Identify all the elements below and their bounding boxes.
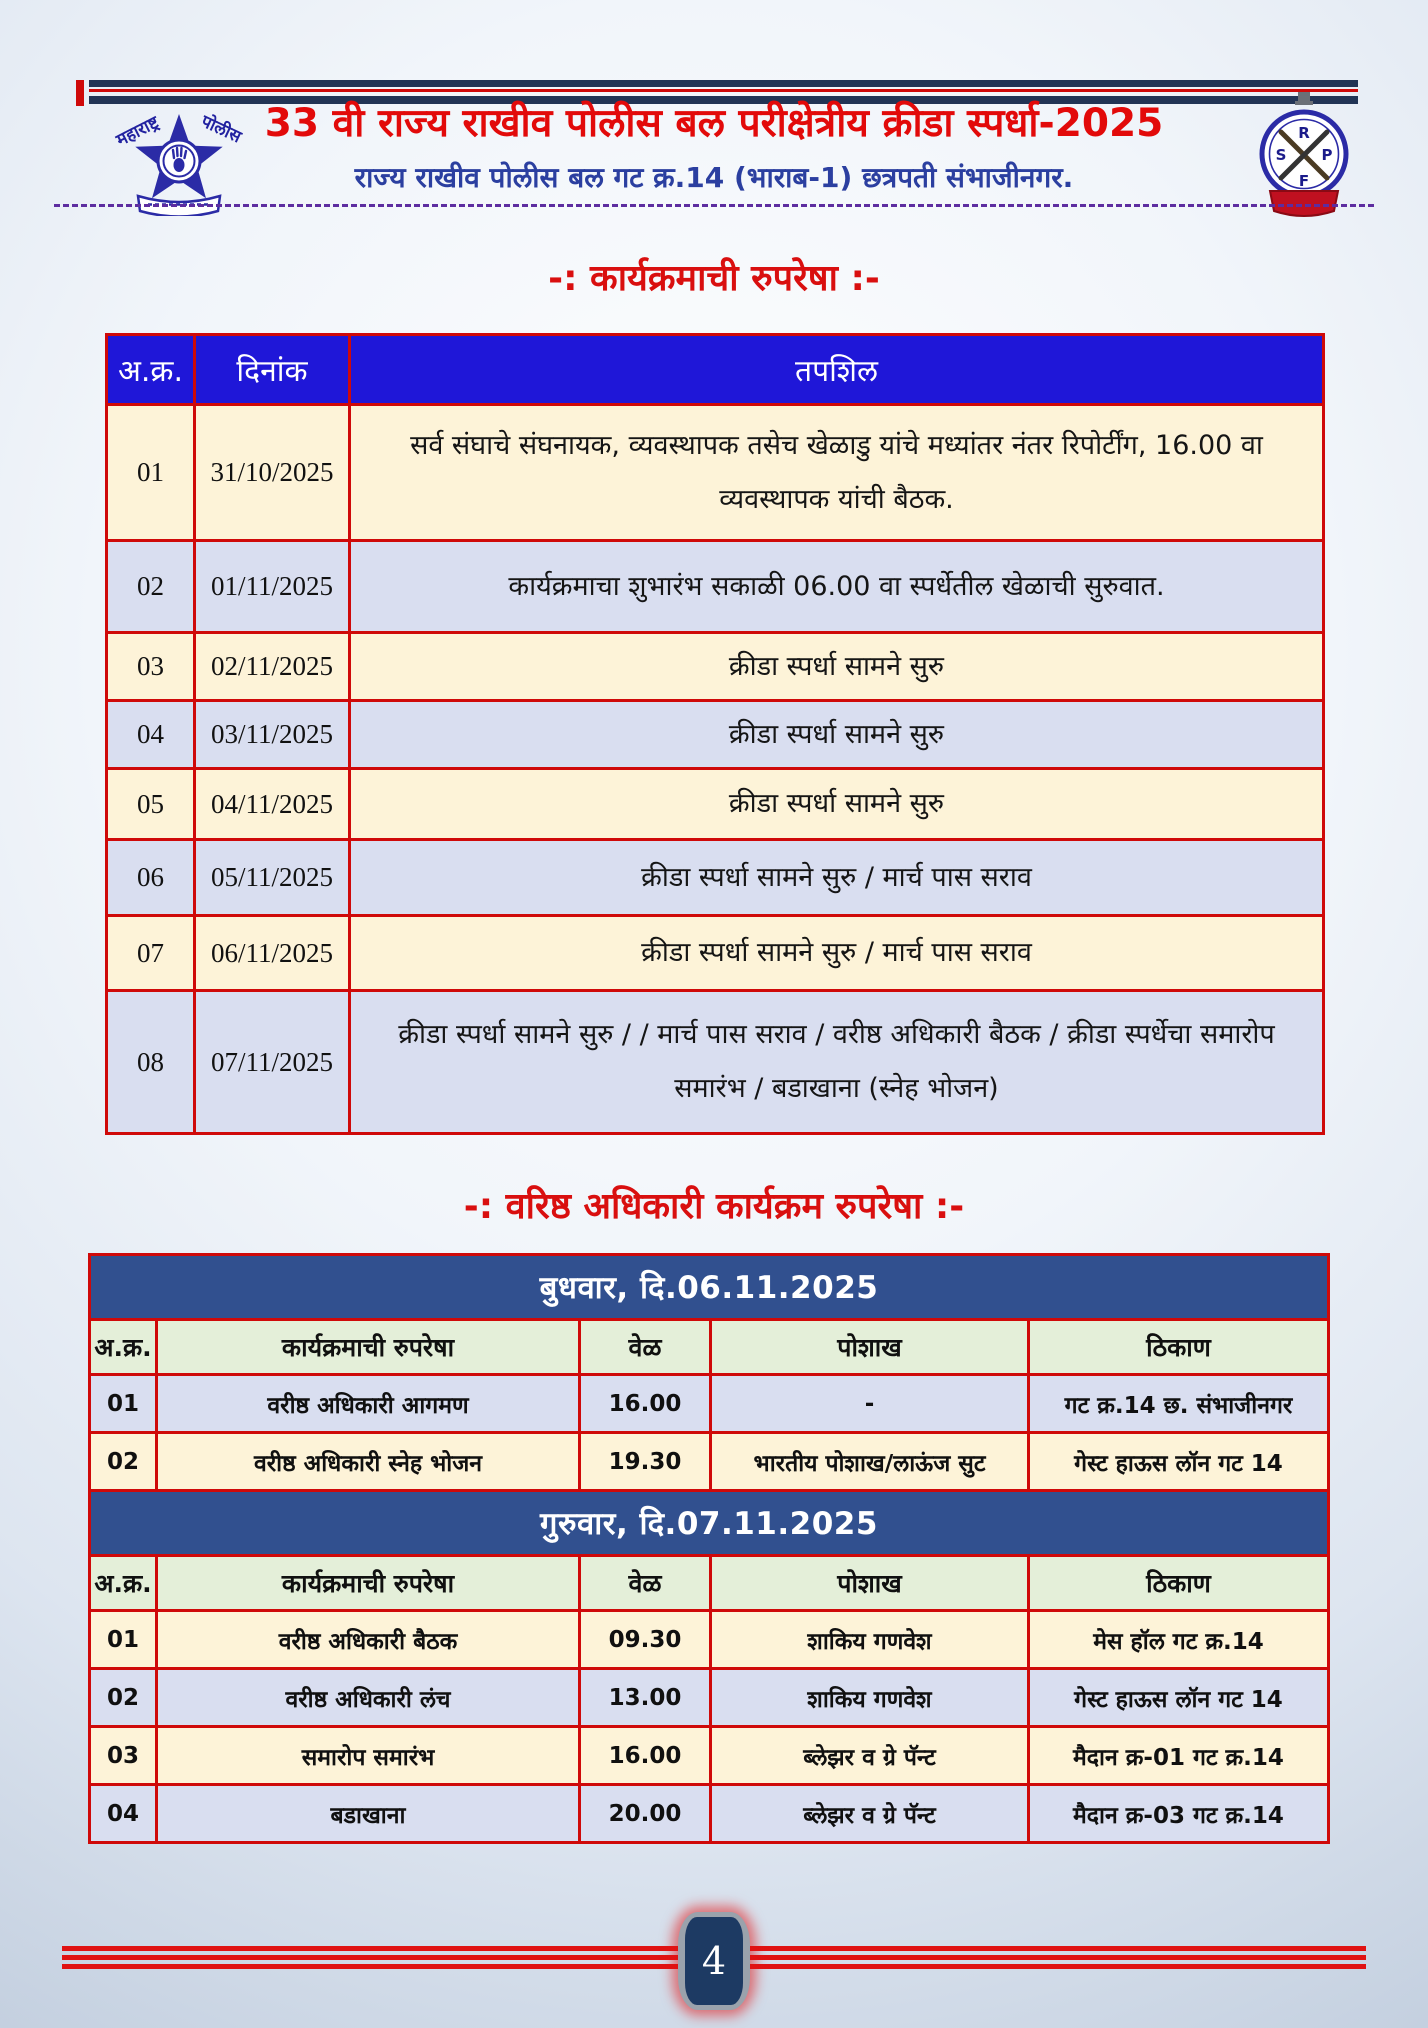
program-cell: समारोप समारंभ — [158, 1728, 578, 1783]
sr-cell: 07 — [108, 917, 193, 989]
sr-cell: 04 — [91, 1786, 155, 1841]
dress-cell: - — [712, 1376, 1027, 1431]
crossed-rifle — [1278, 129, 1330, 181]
section2-heading: -: वरिष्ठ अधिकारी कार्यक्रम रुपरेषा :- — [463, 1186, 965, 1227]
sr-cell: 01 — [91, 1376, 155, 1431]
ashoka-capital-shape — [1298, 92, 1310, 101]
page-number-badge: 4 — [678, 1912, 750, 2010]
program-cell: वरीष्ठ अधिकारी स्नेह भोजन — [158, 1434, 578, 1489]
srpf-ribbon — [1268, 190, 1340, 217]
venue-cell: गेस्ट हाऊस लॉन गट 14 — [1030, 1434, 1327, 1489]
sr-cell: 02 — [91, 1434, 155, 1489]
sr-cell: 01 — [91, 1612, 155, 1667]
sr-cell: 06 — [108, 841, 193, 914]
col-header-sr: अ.क्र. — [91, 1557, 155, 1609]
program-cell: बडाखाना — [158, 1786, 578, 1841]
header-rule-lines — [76, 80, 1358, 106]
col-header-venue: ठिकाण — [1030, 1321, 1327, 1373]
detail-cell: क्रीडा स्पर्धा सामने सुरु / मार्च पास सर… — [351, 917, 1322, 989]
srpf-letter: F — [1299, 172, 1309, 190]
col-header-sr: अ.क्र. — [91, 1321, 155, 1373]
date-cell: 03/11/2025 — [196, 702, 348, 767]
col-header-time: वेळ — [581, 1557, 709, 1609]
col-header-dress: पोशाख — [712, 1321, 1027, 1373]
rule-navy-bottom — [89, 96, 1358, 104]
page-number: 4 — [685, 1917, 743, 2005]
logo-word-maharashtra: महाराष्ट्र — [112, 112, 163, 151]
date-cell: 06/11/2025 — [196, 917, 348, 989]
col-header-detail: तपशिल — [351, 336, 1322, 403]
senior-officers-schedule-table: बुधवार, दि.06.11.2025 अ.क्र. कार्यक्रमाच… — [88, 1253, 1330, 1844]
document-title: 33 वी राज्य राखीव पोलीस बल परीक्षेत्रीय … — [264, 101, 1164, 146]
sr-cell: 02 — [91, 1670, 155, 1725]
sr-cell: 01 — [108, 406, 193, 539]
dress-cell: शाकिय गणवेश — [712, 1670, 1027, 1725]
time-cell: 20.00 — [581, 1786, 709, 1841]
sr-cell: 05 — [108, 770, 193, 838]
sr-cell: 02 — [108, 542, 193, 631]
detail-cell: क्रीडा स्पर्धा सामने सुरु / मार्च पास सर… — [351, 841, 1322, 914]
time-cell: 16.00 — [581, 1728, 709, 1783]
venue-cell: मैदान क्र-01 गट क्र.14 — [1030, 1728, 1327, 1783]
date-cell: 05/11/2025 — [196, 841, 348, 914]
srpf-letter: S — [1276, 146, 1287, 164]
time-cell: 16.00 — [581, 1376, 709, 1431]
sr-cell: 04 — [108, 702, 193, 767]
date-cell: 31/10/2025 — [196, 406, 348, 539]
document-subtitle: राज्य राखीव पोलीस बल गट क्र.14 (भाराब-1)… — [354, 161, 1074, 194]
dress-cell: भारतीय पोशाख/लाऊंज सुट — [712, 1434, 1027, 1489]
col-header-sr: अ.क्र. — [108, 336, 193, 403]
col-header-dress: पोशाख — [712, 1557, 1027, 1609]
venue-cell: गेस्ट हाऊस लॉन गट 14 — [1030, 1670, 1327, 1725]
program-cell: वरीष्ठ अधिकारी लंच — [158, 1670, 578, 1725]
venue-cell: मेस हॉल गट क्र.14 — [1030, 1612, 1327, 1667]
rule-navy-top — [89, 80, 1358, 87]
date-band-thursday: गुरुवार, दि.07.11.2025 — [91, 1492, 1327, 1554]
time-cell: 19.30 — [581, 1434, 709, 1489]
sr-cell: 08 — [108, 992, 193, 1132]
time-cell: 13.00 — [581, 1670, 709, 1725]
rule-red-middle — [89, 89, 1358, 92]
detail-cell: क्रीडा स्पर्धा सामने सुरु — [351, 634, 1322, 699]
srpf-emblem-icon: R S P F — [1248, 88, 1360, 224]
venue-cell: मैदान क्र-03 गट क्र.14 — [1030, 1786, 1327, 1841]
col-header-program: कार्यक्रमाची रुपरेषा — [158, 1557, 578, 1609]
rule-left-cap — [76, 80, 84, 106]
sr-cell: 03 — [108, 634, 193, 699]
dress-cell: ब्लेझर व ग्रे पॅन्ट — [712, 1728, 1027, 1783]
col-header-time: वेळ — [581, 1321, 709, 1373]
date-band-wednesday: बुधवार, दि.06.11.2025 — [91, 1256, 1327, 1318]
date-cell: 04/11/2025 — [196, 770, 348, 838]
date-cell: 07/11/2025 — [196, 992, 348, 1132]
hand-symbol — [173, 158, 185, 172]
dress-cell: शाकिय गणवेश — [712, 1612, 1027, 1667]
detail-cell: क्रीडा स्पर्धा सामने सुरु — [351, 770, 1322, 838]
sr-cell: 03 — [91, 1728, 155, 1783]
date-cell: 02/11/2025 — [196, 634, 348, 699]
detail-cell: क्रीडा स्पर्धा सामने सुरु / / मार्च पास … — [351, 992, 1322, 1132]
section1-heading: -: कार्यक्रमाची रुपरेषा :- — [548, 258, 880, 299]
date-cell: 01/11/2025 — [196, 542, 348, 631]
srpf-letter: R — [1298, 124, 1310, 142]
venue-cell: गट क्र.14 छ. संभाजीनगर — [1030, 1376, 1327, 1431]
program-schedule-table: अ.क्र. दिनांक तपशिल 01 31/10/2025 सर्व स… — [105, 333, 1325, 1135]
detail-cell: कार्यक्रमाचा शुभारंभ सकाळी 06.00 वा स्पर… — [351, 542, 1322, 631]
col-header-venue: ठिकाण — [1030, 1557, 1327, 1609]
srpf-letter: P — [1322, 146, 1333, 164]
dashed-divider — [54, 204, 1374, 207]
time-cell: 09.30 — [581, 1612, 709, 1667]
program-cell: वरीष्ठ अधिकारी आगमण — [158, 1376, 578, 1431]
col-header-date: दिनांक — [196, 336, 348, 403]
detail-cell: क्रीडा स्पर्धा सामने सुरु — [351, 702, 1322, 767]
dress-cell: ब्लेझर व ग्रे पॅन्ट — [712, 1786, 1027, 1841]
program-cell: वरीष्ठ अधिकारी बैठक — [158, 1612, 578, 1667]
col-header-program: कार्यक्रमाची रुपरेषा — [158, 1321, 578, 1373]
detail-cell: सर्व संघाचे संघनायक, व्यवस्थापक तसेच खेळ… — [351, 406, 1322, 539]
